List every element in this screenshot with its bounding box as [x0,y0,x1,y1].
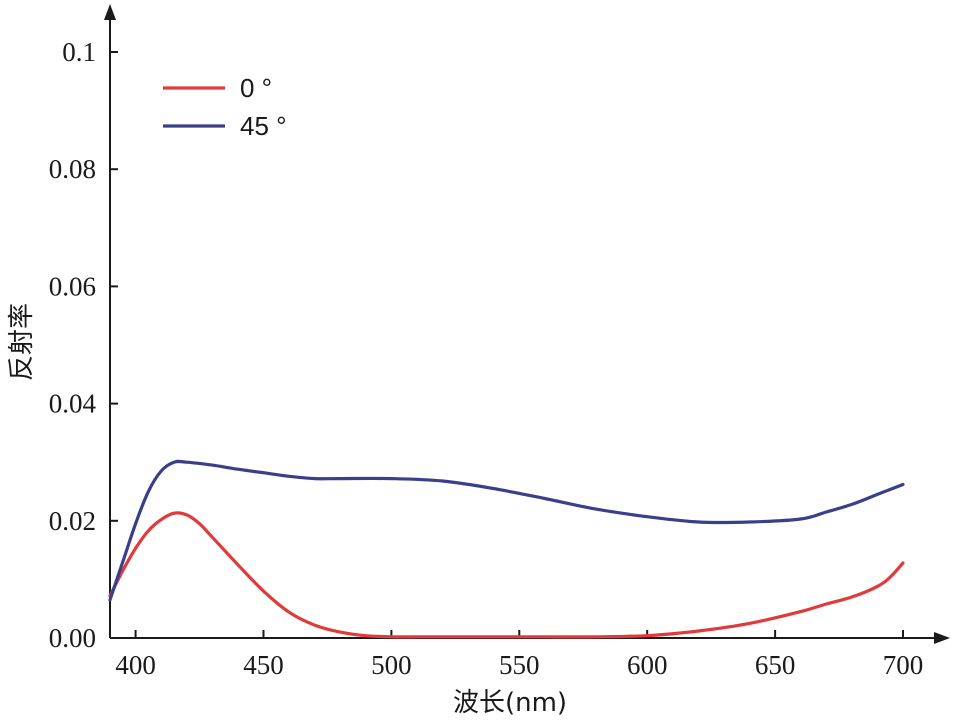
x-axis-arrow [934,632,950,644]
x-ticks: 400 450 500 550 600 650 700 [115,630,923,680]
x-tick-label: 450 [243,650,284,680]
series-layer [108,459,905,639]
x-tick-label: 600 [627,650,668,680]
y-tick-label: 0.06 [49,271,96,301]
series-line-zero-degree [108,511,905,639]
y-axis-arrow [104,4,116,20]
legend-label: 45 ° [240,111,287,141]
x-axis-title: 波长(nm) [453,688,567,718]
x-tick-label: 500 [371,650,412,680]
axes [104,4,950,644]
x-tick-label: 700 [883,650,924,680]
y-axis-title: 反射率 [7,303,37,381]
y-tick-label: 0.04 [49,389,97,419]
x-tick-label: 400 [115,650,156,680]
legend: 0 ° 45 ° [163,73,287,141]
y-tick-label: 0.1 [62,37,96,67]
y-ticks: 0.00 0.02 0.04 0.06 0.08 0.1 [49,37,118,653]
y-tick-label: 0.08 [49,154,96,184]
legend-label: 0 ° [240,73,272,103]
y-tick-label: 0.02 [49,506,96,536]
series-line-forty-five-degree [108,459,905,602]
x-tick-label: 650 [755,650,796,680]
x-tick-label: 550 [499,650,540,680]
y-tick-label: 0.00 [49,623,96,653]
